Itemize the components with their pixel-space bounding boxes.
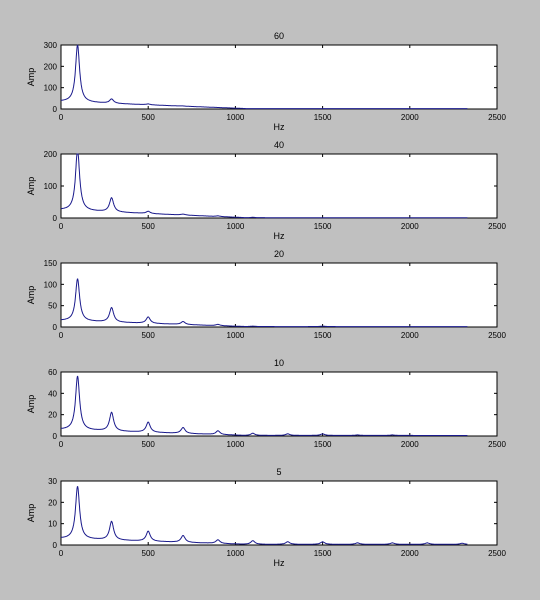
subplot-title: 20 xyxy=(274,249,284,259)
y-axis-label: Amp xyxy=(26,286,36,305)
x-tick-label: 2000 xyxy=(401,222,419,231)
x-tick-label: 1500 xyxy=(314,549,332,558)
y-tick-label: 100 xyxy=(44,280,58,289)
x-tick-label: 2500 xyxy=(488,113,506,122)
subplot-5: 5 0 500 1000 1500 2000 2500 0 10 20 30 Amp Hz xyxy=(26,467,506,568)
y-tick-label: 100 xyxy=(44,84,58,93)
x-tick-label: 0 xyxy=(59,440,64,449)
amplitude-series-line xyxy=(61,375,468,436)
plot-area xyxy=(60,44,498,110)
plot-area xyxy=(60,480,498,546)
y-tick-label: 150 xyxy=(44,259,58,268)
x-axis-label: Hz xyxy=(274,231,285,241)
subplot-60: 60 0 500 1000 1500 2000 2500 0 100 200 300 Amp Hz xyxy=(26,31,506,132)
subplot-title: 60 xyxy=(274,31,284,41)
x-tick-label: 1000 xyxy=(227,113,245,122)
x-tick-label: 1500 xyxy=(314,440,332,449)
y-tick-label: 200 xyxy=(44,62,58,71)
plot-area xyxy=(60,262,498,328)
x-tick-label: 500 xyxy=(142,113,156,122)
x-tick-label: 1000 xyxy=(227,331,245,340)
x-tick-label: 2000 xyxy=(401,331,419,340)
x-tick-label: 2000 xyxy=(401,549,419,558)
y-axis-label: Amp xyxy=(26,395,36,414)
y-tick-label: 0 xyxy=(53,105,58,114)
y-axis-label: Amp xyxy=(26,68,36,87)
amplitude-series-line xyxy=(60,278,468,328)
x-tick-label: 2000 xyxy=(401,440,419,449)
x-tick-label: 1500 xyxy=(314,113,332,122)
subplot-title: 40 xyxy=(274,140,284,150)
x-tick-label: 0 xyxy=(59,331,64,340)
x-tick-label: 1500 xyxy=(314,222,332,231)
x-tick-label: 1000 xyxy=(227,549,245,558)
y-tick-label: 40 xyxy=(48,389,57,398)
y-tick-label: 20 xyxy=(48,498,57,507)
amplitude-series-line xyxy=(60,153,468,219)
y-tick-label: 0 xyxy=(53,214,58,223)
subplot-40: 40 0 500 1000 1500 2000 2500 0 100 200 Amp Hz xyxy=(26,140,506,241)
x-tick-label: 500 xyxy=(142,440,156,449)
x-tick-label: 1500 xyxy=(314,331,332,340)
x-tick-label: 500 xyxy=(142,331,156,340)
x-tick-label: 500 xyxy=(142,222,156,231)
x-tick-label: 0 xyxy=(59,113,64,122)
x-tick-label: 0 xyxy=(59,549,64,558)
y-tick-label: 30 xyxy=(48,477,57,486)
x-tick-label: 1000 xyxy=(227,440,245,449)
y-tick-label: 50 xyxy=(48,302,57,311)
x-tick-label: 500 xyxy=(142,549,156,558)
x-tick-label: 2500 xyxy=(488,331,506,340)
y-axis-label: Amp xyxy=(26,177,36,196)
x-axis-label: Hz xyxy=(274,558,285,568)
subplot-title: 10 xyxy=(274,358,284,368)
x-tick-label: 2000 xyxy=(401,113,419,122)
y-tick-label: 0 xyxy=(53,541,58,550)
x-tick-label: 2500 xyxy=(488,549,506,558)
y-tick-label: 100 xyxy=(44,182,58,191)
y-tick-label: 0 xyxy=(53,432,58,441)
subplot-20: 20 0 500 1000 1500 2000 2500 0 50 100 150 Amp xyxy=(26,249,506,340)
x-tick-label: 0 xyxy=(59,222,64,231)
subplot-title: 5 xyxy=(276,467,281,477)
amplitude-series-line xyxy=(61,486,468,545)
y-tick-label: 200 xyxy=(44,150,58,159)
y-tick-label: 60 xyxy=(48,368,57,377)
subplot-10: 10 0 500 1000 1500 2000 2500 0 20 40 60 Amp xyxy=(26,358,506,449)
y-tick-label: 0 xyxy=(53,323,58,332)
x-tick-label: 2500 xyxy=(488,222,506,231)
amplitude-series-line xyxy=(61,44,468,110)
y-tick-label: 10 xyxy=(48,520,57,529)
y-tick-label: 20 xyxy=(48,411,57,420)
y-tick-label: 300 xyxy=(44,41,58,50)
plot-area xyxy=(60,371,498,437)
x-tick-label: 2500 xyxy=(488,440,506,449)
x-tick-label: 1000 xyxy=(227,222,245,231)
subplot-stack: 600 500 1000 1500 2000 25000100200300AmpHz400… xyxy=(26,31,506,568)
y-axis-label: Amp xyxy=(26,504,36,523)
plot-area xyxy=(60,153,498,219)
x-axis-label: Hz xyxy=(274,122,285,132)
